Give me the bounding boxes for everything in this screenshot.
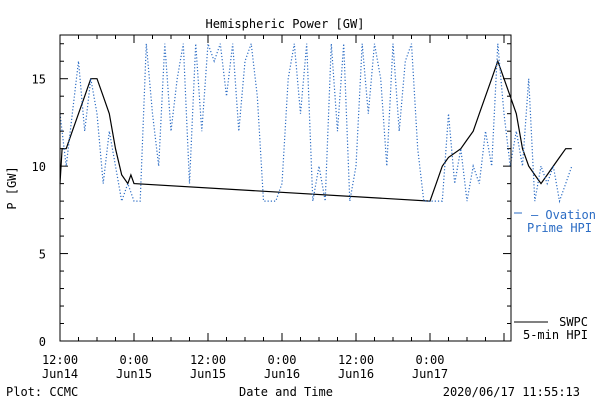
- legend-ovation-label: — Ovation: [531, 208, 596, 222]
- x-tick-label-date: Jun17: [412, 367, 448, 381]
- chart-title: Hemispheric Power [GW]: [206, 17, 365, 31]
- x-tick-label-date: Jun15: [116, 367, 152, 381]
- series-group: [59, 43, 573, 204]
- x-tick-label-date: Jun14: [42, 367, 78, 381]
- x-tick-label-time: 12:00: [338, 353, 374, 367]
- x-tick-label-date: Jun16: [338, 367, 374, 381]
- x-tick-label-time: 12:00: [42, 353, 78, 367]
- series-swpc-line: [59, 59, 572, 202]
- legend-swpc-label: SWPC: [559, 315, 588, 329]
- footer-timestamp: 2020/06/17 11:55:13: [443, 385, 580, 399]
- series-ovation-line: [59, 43, 573, 204]
- x-tick-label-time: 0:00: [268, 353, 297, 367]
- y-tick-label: 0: [39, 335, 46, 349]
- plot-frame: [59, 34, 512, 342]
- legend-swpc-label-2: 5-min HPI: [523, 328, 588, 342]
- legend-ovation-label-2: Prime HPI: [527, 221, 592, 235]
- y-ticks: 0 5 10 15: [32, 43, 511, 349]
- x-tick-label-date: Jun16: [264, 367, 300, 381]
- x-ticks: 12:00Jun140:00Jun1512:00Jun150:00Jun1612…: [42, 35, 505, 381]
- x-tick-label-time: 0:00: [416, 353, 445, 367]
- x-tick-label-time: 0:00: [120, 353, 149, 367]
- y-tick-label: 5: [39, 248, 46, 262]
- y-tick-label: 15: [32, 73, 46, 87]
- x-tick-label-time: 12:00: [190, 353, 226, 367]
- footer-plot-credit: Plot: CCMC: [6, 385, 78, 399]
- x-axis-label: Date and Time: [239, 385, 333, 399]
- x-tick-label-date: Jun15: [190, 367, 226, 381]
- y-axis-label: P [GW]: [5, 166, 19, 209]
- y-tick-label: 10: [32, 160, 46, 174]
